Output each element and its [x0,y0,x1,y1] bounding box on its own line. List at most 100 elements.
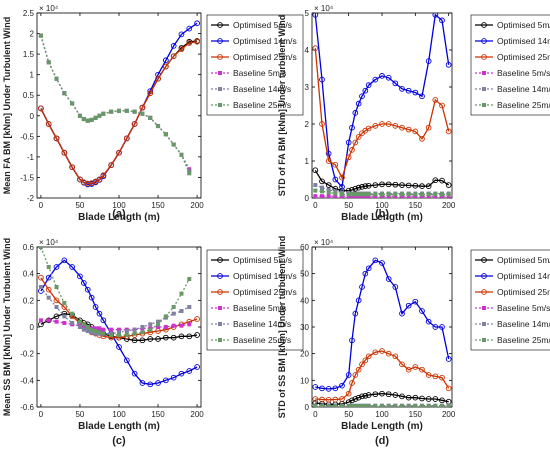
data-point [349,380,355,386]
data-point [353,404,358,407]
data-point [84,286,91,293]
data-point [439,324,445,330]
data-point [353,192,358,197]
y-tick-label: 50 [300,270,309,279]
data-point [432,324,439,330]
y-tick-label: -0.6 [20,403,34,412]
data-point [108,162,115,168]
plot-area [36,12,202,199]
legend-label: Optimised 14m/s [497,271,550,281]
x-tick-label: 100 [112,410,126,419]
data-point [62,314,67,319]
data-point [81,117,86,122]
legend-marker [218,103,222,107]
data-point [405,302,412,309]
data-point [345,372,352,378]
data-point [93,331,98,336]
data-point [379,73,385,79]
series-group [312,257,452,407]
data-point [313,188,318,193]
data-point [412,394,419,401]
data-point [97,113,102,118]
legend-label: Baseline 25m/s [233,100,291,110]
data-point [313,183,318,188]
data-point [439,177,445,184]
data-point [346,192,351,197]
data-point [339,184,345,190]
x-axis-label: Blade Length (m) [341,421,423,432]
data-point [148,115,153,120]
data-point [326,404,331,407]
data-point [194,364,200,370]
data-point [412,89,419,96]
data-point [38,285,43,289]
data-point [372,182,379,188]
legend-marker [217,273,223,279]
legend-label: Baseline 14m/s [233,84,291,94]
data-point [352,372,359,378]
axis-exponent-label: × 10⁴ [314,238,334,247]
data-point [186,333,193,340]
legend-label: Optimised 14m/s [233,36,297,46]
data-point [445,356,452,362]
data-point [132,327,137,332]
data-point [372,257,379,264]
data-point [139,104,146,111]
data-point [101,331,106,336]
data-point [148,327,153,332]
y-tick-label: -1 [27,153,35,162]
data-point [54,76,59,81]
data-point [345,390,352,397]
data-point [163,57,169,64]
series-line [40,319,190,331]
data-point [392,80,399,87]
y-tick-label: 1 [30,71,35,80]
data-point [425,124,432,131]
data-point [355,100,362,107]
legend-box [206,249,304,351]
data-point [365,392,372,398]
legend: Optimised 5m/s Optimised 14m/s Optimised 2… [470,14,550,116]
data-point [332,176,339,183]
data-point [362,357,369,364]
data-point [140,330,145,335]
x-axis-label: Blade Length (m) [78,421,160,432]
data-point [362,183,369,190]
data-point [439,102,445,109]
data-point [77,273,83,280]
data-point [156,319,161,324]
data-point [171,142,176,147]
data-point [117,108,121,113]
data-point [372,76,379,83]
data-point [132,109,137,114]
data-point [81,280,87,286]
y-tick-label: 30 [300,323,309,332]
data-point [432,97,439,103]
x-tick-label: 50 [75,201,84,210]
x-tick-label: 150 [151,201,165,210]
data-point [147,381,154,388]
data-point [333,404,338,407]
y-tick-label: 0 [305,194,310,203]
data-point [163,325,168,329]
data-point [194,38,200,45]
data-point [81,327,86,332]
panel-caption: (d) [375,435,389,447]
data-point [352,185,359,192]
data-point [93,326,98,331]
x-tick-label: 0 [39,201,44,210]
data-point [406,192,411,197]
data-point [365,265,372,272]
data-point [116,149,122,156]
data-point [140,325,145,329]
data-point [419,183,425,190]
data-point [124,329,129,333]
plot-area [311,246,453,408]
data-point [362,270,369,277]
legend: Optimised 5m/s Optimised 14m/s Optimised 2… [470,249,550,351]
legend-label: Baseline 14m/s [497,84,550,94]
data-point [312,45,319,52]
legend-marker [217,289,223,295]
y-axis-label: Mean SS BM [kNm] Under Turbulent Wind [2,238,12,416]
